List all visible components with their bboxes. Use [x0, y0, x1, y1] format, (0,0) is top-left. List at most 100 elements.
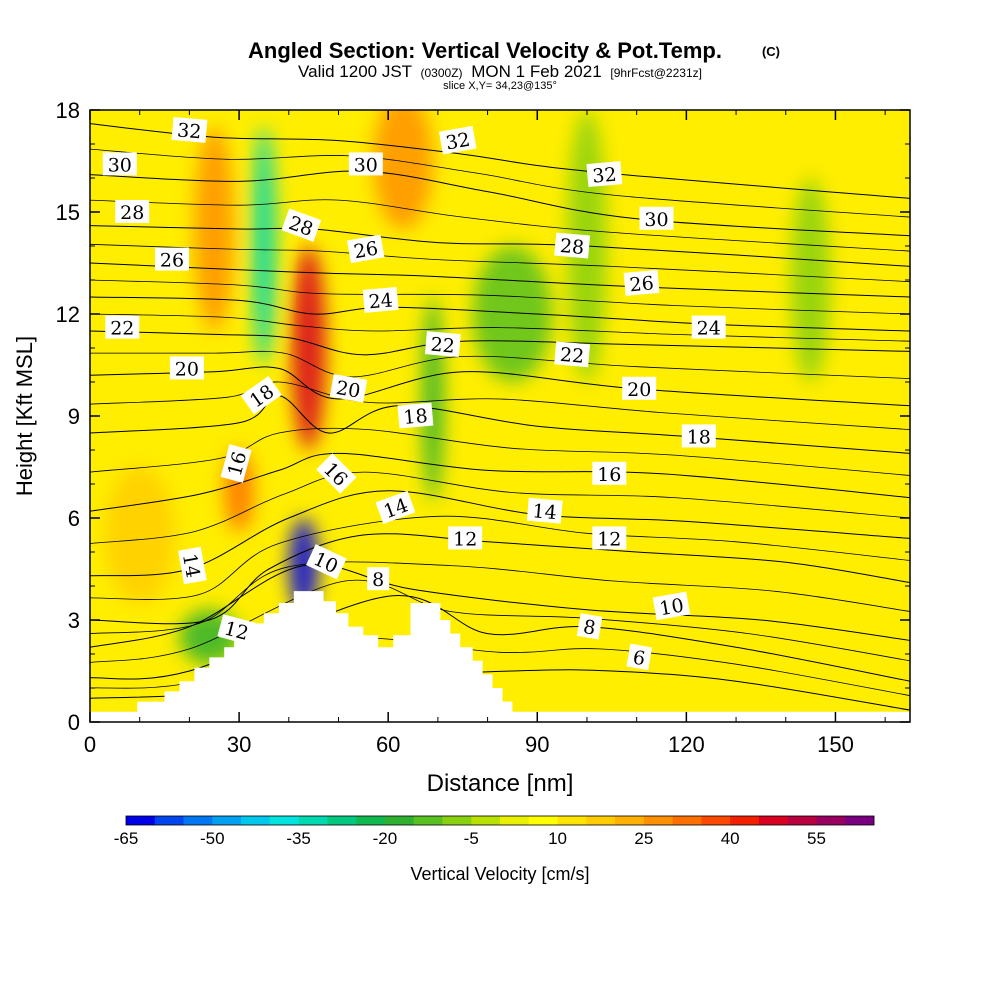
colorbar-segment [615, 816, 645, 825]
y-tick-label: 0 [68, 710, 80, 735]
colorbar-segment [442, 816, 472, 825]
chart-title: Angled Section: Vertical Velocity & Pot.… [248, 38, 722, 63]
contour-label-text: 32 [176, 119, 202, 143]
forecast-info: [9hrFcst@2231z] [610, 66, 702, 80]
contour-label-text: 6 [631, 647, 647, 671]
isentrope-intermediate [90, 561, 910, 634]
isentrope-intermediate [90, 350, 910, 379]
contour-label-text: 16 [597, 464, 621, 486]
contour-label-box [316, 453, 357, 494]
contour-label-box [592, 461, 627, 485]
contour-label-box [281, 208, 322, 242]
contour-label-text: 30 [644, 209, 668, 231]
contour-label: 20 [329, 374, 368, 403]
y-axis-label: Height [Kft MSL] [12, 336, 37, 496]
contour-label-text: 12 [453, 528, 477, 550]
isentrope-16 [90, 452, 910, 512]
contour-label-box [626, 643, 653, 671]
contour-label-text: 10 [658, 594, 686, 620]
colorbar-segment [269, 816, 299, 825]
contour-label: 24 [691, 315, 726, 340]
contour-label: 28 [554, 232, 591, 259]
x-tick-label: 120 [668, 732, 705, 757]
contour-label-text: 22 [110, 318, 134, 340]
contour-label-box [652, 591, 691, 621]
colorbar-tick-label: -35 [286, 829, 311, 848]
contour-label: 8 [576, 613, 603, 640]
colorbar-segment [701, 816, 731, 825]
contour-label: 12 [448, 526, 483, 550]
contour-label: 10 [652, 591, 691, 621]
valid-local-time: Valid 1200 JST [298, 62, 412, 81]
contour-label-box [105, 315, 140, 339]
contour-label-box [348, 152, 383, 176]
contour-label-text: 30 [108, 154, 132, 176]
contour-label-text: 28 [559, 235, 585, 259]
contour-label: 22 [424, 331, 461, 358]
isentrope-intermediate [90, 427, 910, 476]
isentrope-intermediate [90, 148, 910, 218]
contour-label-text: 24 [368, 289, 394, 313]
colorbar [125, 815, 875, 826]
contour-label-text: 14 [178, 552, 204, 580]
terrain-silhouette [90, 591, 910, 722]
x-tick-label: 30 [227, 732, 251, 757]
x-axis: 0 30 60 90 120 150 [84, 110, 886, 757]
velocity-feature-6 [373, 110, 433, 229]
contour-label: 22 [554, 341, 591, 368]
contour-label-text: 28 [120, 202, 144, 224]
contour-label-text: 26 [352, 237, 380, 263]
isentrope-26 [90, 262, 910, 298]
colorbar-segment [730, 816, 760, 825]
y-tick-label: 12 [56, 302, 80, 327]
contour-label-text: 12 [597, 528, 621, 550]
chart-subtitle-valid: Valid 1200 JST (0300Z) MON 1 Feb 2021 [9… [298, 62, 702, 81]
contour-label: 30 [639, 206, 674, 231]
contour-label-box [554, 232, 591, 259]
contour-label-box [623, 269, 660, 296]
contour-label-text: 30 [354, 154, 378, 176]
contour-label: 26 [155, 247, 189, 272]
plot-area: 32 30 28 26 22 20 18 16 14 12 28 30 26 24 20 18 16 14 12 10… [90, 110, 910, 722]
contour-label-box [367, 567, 390, 591]
colorbar-tick-label: 40 [721, 829, 740, 848]
colorbar-segment [500, 816, 530, 825]
contour-label-box [622, 376, 657, 400]
colorbar-segment [845, 816, 875, 825]
contour-label: 14 [178, 546, 207, 585]
contour-label: 18 [397, 402, 434, 429]
colorbar-segment [672, 816, 702, 825]
contour-label: 8 [367, 567, 390, 591]
contour-label: 28 [115, 200, 150, 224]
contour-label-text: 20 [175, 358, 199, 380]
colorbar-segment [758, 816, 788, 825]
contour-label: 28 [281, 208, 322, 242]
x-tick-label: 90 [525, 732, 549, 757]
valid-utc-time: (0300Z) [421, 66, 463, 80]
contour-labels: 32 30 28 26 22 20 18 16 14 12 28 30 26 24 20 18 16 14 12 10… [102, 116, 726, 671]
contour-label-box [346, 234, 385, 264]
contour-label-box [169, 356, 204, 380]
colorbar-tick-labels: -65 -50 -35 -20 -5 10 25 40 55 [114, 829, 826, 848]
contour-label-box [178, 546, 207, 585]
velocity-feature-3 [421, 297, 444, 501]
isentrope-24 [90, 296, 910, 332]
velocity-feature-5 [194, 127, 235, 331]
velocity-feature-11 [104, 467, 175, 603]
contour-label-box [155, 247, 189, 271]
colorbar-segment [471, 816, 501, 825]
colorbar-segment [413, 816, 443, 825]
velocity-feature-0 [291, 246, 327, 450]
contour-label-box [397, 402, 434, 429]
contour-label-box [362, 286, 399, 313]
contour-label-text: 14 [532, 500, 558, 524]
isentrope-intermediate [90, 515, 910, 600]
isentrope-28 [90, 225, 910, 267]
colorbar-segment [327, 816, 357, 825]
colorbar-frame [125, 815, 875, 826]
velocity-feature-9 [790, 178, 831, 382]
colorbar-segment [241, 816, 271, 825]
isentrope-intermediate [90, 381, 910, 430]
contour-label: 6 [626, 643, 653, 671]
